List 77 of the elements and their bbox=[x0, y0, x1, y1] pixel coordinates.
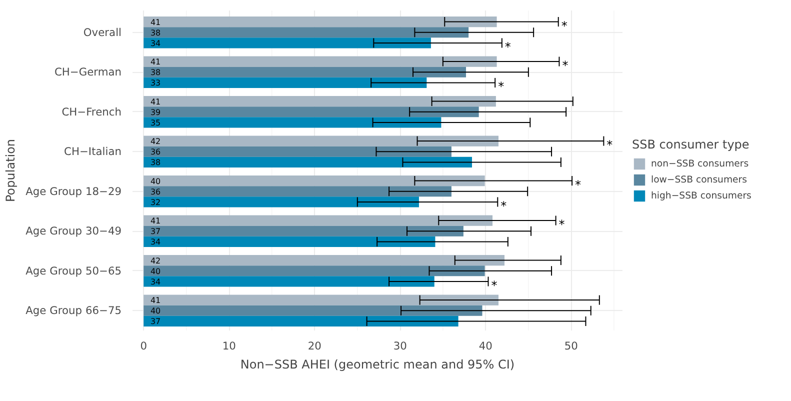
bar bbox=[144, 106, 479, 118]
bar bbox=[144, 186, 452, 197]
bar bbox=[144, 175, 485, 186]
data-label: 37 bbox=[150, 317, 161, 326]
annotation: * bbox=[606, 138, 613, 152]
data-label: 36 bbox=[150, 187, 161, 196]
bar bbox=[144, 27, 469, 38]
x-tick-label: 10 bbox=[222, 340, 236, 352]
x-tick-label: 50 bbox=[564, 340, 578, 352]
bar bbox=[144, 66, 466, 78]
legend-title: SSB consumer type bbox=[632, 138, 750, 152]
data-label: 42 bbox=[150, 256, 161, 266]
bar bbox=[144, 77, 427, 88]
annotation: * bbox=[558, 218, 565, 232]
bar bbox=[144, 136, 499, 146]
bar bbox=[144, 254, 504, 266]
legend-label: non−SSB consumers bbox=[651, 158, 749, 170]
y-tick-label: Age Group 50−65 bbox=[26, 264, 122, 278]
bar bbox=[144, 215, 493, 226]
bar bbox=[144, 294, 499, 306]
x-tick-label: 0 bbox=[140, 340, 148, 352]
bar bbox=[144, 56, 497, 67]
y-tick-label: CH−Italian bbox=[64, 145, 122, 158]
data-label: 40 bbox=[150, 266, 161, 276]
bar bbox=[144, 96, 496, 107]
bar bbox=[144, 266, 485, 276]
data-label: 40 bbox=[150, 306, 161, 316]
bar bbox=[144, 305, 482, 316]
x-tick-label: 20 bbox=[308, 340, 322, 352]
bar bbox=[144, 38, 431, 48]
bar bbox=[144, 226, 464, 236]
data-label: 34 bbox=[150, 238, 161, 247]
data-label: 41 bbox=[150, 58, 161, 67]
bar bbox=[144, 276, 434, 287]
y-tick-label: CH−German bbox=[54, 66, 122, 79]
data-label: 41 bbox=[150, 18, 161, 27]
bar bbox=[144, 236, 436, 248]
data-label: 33 bbox=[150, 78, 161, 88]
data-label: 37 bbox=[150, 227, 161, 236]
bar bbox=[144, 156, 472, 168]
y-axis-title: Population bbox=[4, 138, 18, 202]
x-axis-title: Non−SSB AHEI (geometric mean and 95% CI) bbox=[240, 358, 515, 372]
x-tick-label: 30 bbox=[393, 340, 408, 352]
data-label: 34 bbox=[150, 38, 161, 48]
data-label: 38 bbox=[150, 28, 161, 38]
annotation: * bbox=[498, 80, 504, 94]
data-label: 41 bbox=[150, 97, 161, 106]
bar bbox=[144, 316, 458, 327]
data-label: 35 bbox=[150, 118, 161, 128]
legend-label: low−SSB consumers bbox=[651, 174, 747, 186]
bar bbox=[144, 146, 452, 157]
annotation: * bbox=[575, 178, 582, 192]
x-tick-label: 40 bbox=[478, 340, 493, 352]
data-label: 36 bbox=[150, 148, 161, 157]
data-label: 32 bbox=[150, 198, 161, 207]
y-tick-label: Age Group 18−29 bbox=[26, 184, 122, 198]
data-label: 40 bbox=[150, 176, 161, 186]
annotation: * bbox=[504, 40, 511, 54]
bar bbox=[144, 117, 442, 128]
bar bbox=[144, 16, 497, 28]
y-tick-label: Overall bbox=[83, 26, 122, 39]
y-tick-label: Age Group 30−49 bbox=[26, 224, 122, 238]
y-tick-label: Age Group 66−75 bbox=[26, 304, 122, 318]
data-label: 41 bbox=[150, 296, 161, 306]
data-label: 38 bbox=[150, 68, 161, 78]
legend-label: high−SSB consumers bbox=[651, 190, 752, 202]
annotation: * bbox=[500, 198, 507, 213]
data-label: 34 bbox=[150, 277, 161, 286]
data-label: 41 bbox=[150, 216, 161, 226]
data-label: 42 bbox=[150, 137, 161, 146]
y-tick-label: CH−French bbox=[62, 105, 122, 118]
data-label: 38 bbox=[150, 158, 161, 168]
annotation: * bbox=[561, 18, 568, 33]
annotation: * bbox=[562, 58, 568, 73]
bar bbox=[144, 196, 419, 208]
annotation: * bbox=[491, 278, 498, 292]
data-label: 39 bbox=[150, 108, 161, 117]
